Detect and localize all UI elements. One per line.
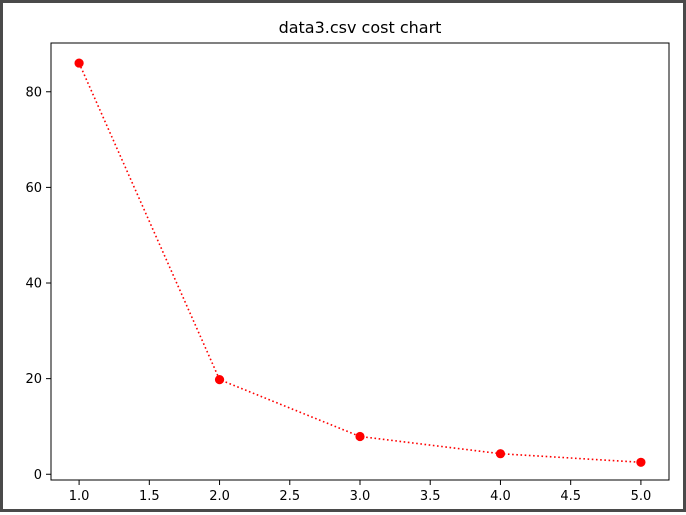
y-tick-label: 40 <box>25 277 42 292</box>
series-line <box>78 62 641 464</box>
x-axis: 1.0 1.5 2.0 2.5 3.0 3.5 4.0 4.5 5.0 <box>69 480 652 504</box>
x-tick-label: 3.0 <box>350 489 371 504</box>
line-chart: data3.csv cost chart 1.0 1.5 2.0 2.5 3.0 3.5 4… <box>25 18 670 504</box>
data-point <box>636 457 646 467</box>
y-tick-label: 60 <box>25 181 42 196</box>
y-tick-label: 80 <box>25 85 42 100</box>
x-tick-label: 1.5 <box>139 489 160 504</box>
x-tick-label: 3.5 <box>420 489 441 504</box>
data-point <box>495 449 506 459</box>
plot-area <box>50 42 670 481</box>
data-point <box>74 58 84 68</box>
series-layer <box>74 58 646 467</box>
data-point <box>214 374 225 385</box>
x-tick-label: 5.0 <box>631 489 652 504</box>
y-tick-label: 20 <box>25 372 42 387</box>
data-point <box>355 431 365 442</box>
x-tick-label: 2.5 <box>279 489 300 504</box>
x-tick-label: 1.0 <box>69 489 90 504</box>
x-tick-label: 2.0 <box>209 489 230 504</box>
y-tick-label: 0 <box>34 468 42 483</box>
x-tick-label: 4.0 <box>490 489 511 504</box>
x-tick-label: 4.5 <box>560 489 581 504</box>
y-axis: 0 20 40 60 80 <box>25 85 51 483</box>
chart-title: data3.csv cost chart <box>279 18 442 37</box>
